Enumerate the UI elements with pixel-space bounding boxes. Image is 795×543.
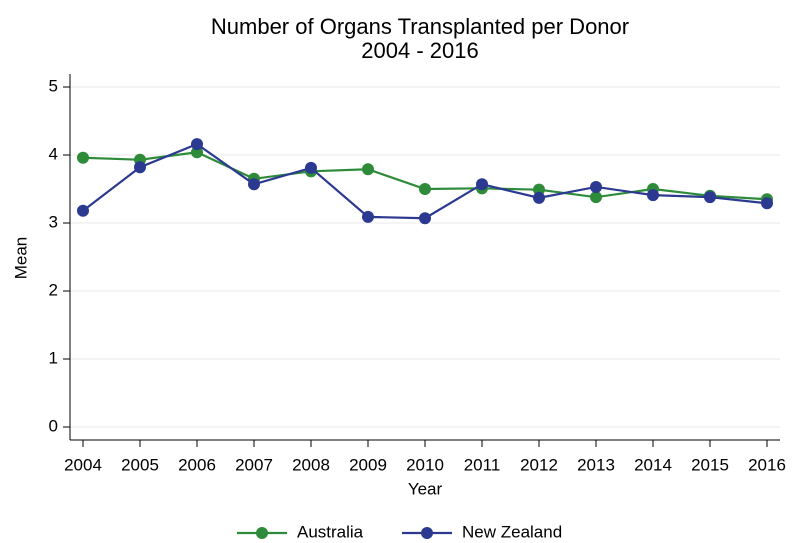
data-point [77,151,89,164]
data-point [704,191,716,204]
y-tick-label: 0 [49,416,58,435]
x-tick-label: 2008 [292,455,330,474]
y-tick-label: 3 [49,212,58,231]
x-tick-label: 2013 [577,455,615,474]
data-point [77,204,89,217]
data-point [305,161,317,174]
legend-marker [256,527,268,539]
chart-subtitle: 2004 - 2016 [361,38,478,63]
data-point [362,210,374,223]
data-point [761,197,773,210]
x-tick-label: 2011 [464,455,501,474]
legend-label: New Zealand [462,522,562,541]
x-tick-label: 2006 [178,455,216,474]
x-tick-label: 2007 [235,455,273,474]
data-point [590,180,602,193]
x-axis-label: Year [408,479,443,498]
data-point [248,178,260,191]
x-tick-label: 2005 [121,455,159,474]
y-tick-label: 1 [49,348,58,367]
x-tick-label: 2014 [634,455,672,474]
data-point [590,191,602,204]
chart-title: Number of Organs Transplanted per Donor [211,14,629,39]
x-tick-label: 2004 [64,455,102,474]
data-point [419,212,431,225]
legend-marker [421,527,433,539]
x-tick-label: 2010 [406,455,444,474]
data-point [362,163,374,176]
data-point [134,161,146,174]
legend-label: Australia [297,522,364,541]
x-tick-label: 2016 [748,455,786,474]
data-point [419,183,431,195]
y-tick-label: 4 [49,144,58,163]
data-point [191,138,203,151]
y-tick-label: 5 [49,76,58,95]
data-point [533,191,545,204]
x-tick-label: 2012 [520,455,558,474]
x-tick-label: 2015 [691,455,729,474]
y-tick-label: 2 [49,280,58,299]
x-tick-label: 2009 [349,455,387,474]
data-point [476,178,488,191]
y-axis-label: Mean [11,237,30,280]
data-point [647,189,659,202]
